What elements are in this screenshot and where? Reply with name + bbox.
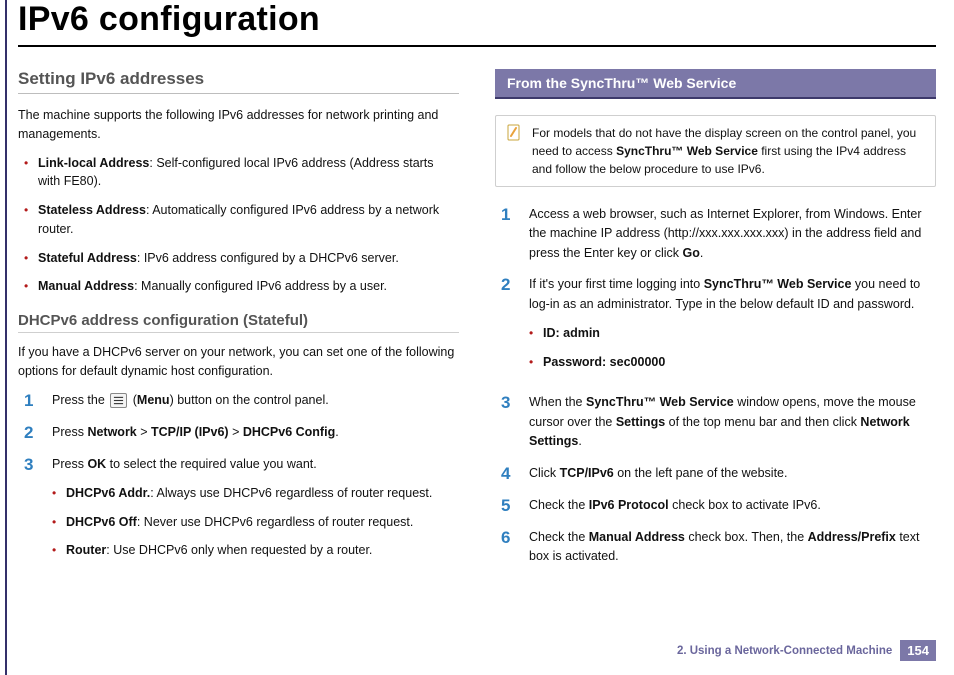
- step-item: 1 Press the (Menu) button on the control…: [24, 391, 459, 411]
- step-body: Press the (Menu) button on the control p…: [52, 391, 459, 410]
- step-number: 5: [501, 496, 515, 516]
- list-item: DHCPv6 Addr.: Always use DHCPv6 regardle…: [66, 484, 459, 503]
- intro-text: The machine supports the following IPv6 …: [18, 106, 459, 144]
- heading-dhcpv6: DHCPv6 address configuration (Stateful): [18, 312, 459, 333]
- step-body: Press Network > TCP/IP (IPv6) > DHCPv6 C…: [52, 423, 459, 442]
- heading-setting-ipv6: Setting IPv6 addresses: [18, 69, 459, 94]
- step-item: 2 If it's your first time logging into S…: [501, 275, 936, 381]
- note-box: For models that do not have the display …: [495, 115, 936, 187]
- list-item: Stateful Address: IPv6 address configure…: [38, 249, 459, 268]
- step-number: 4: [501, 464, 515, 484]
- step-number: 1: [501, 205, 515, 225]
- step-number: 1: [24, 391, 38, 411]
- step-body: Press OK to select the required value yo…: [52, 455, 459, 571]
- list-item: Link-local Address: Self-configured loca…: [38, 154, 459, 192]
- step-number: 3: [24, 455, 38, 475]
- step-item: 4 Click TCP/IPv6 on the left pane of the…: [501, 464, 936, 484]
- left-column: Setting IPv6 addresses The machine suppo…: [18, 69, 459, 582]
- step-item: 3 Press OK to select the required value …: [24, 455, 459, 571]
- step-number: 6: [501, 528, 515, 548]
- step-item: 5 Check the IPv6 Protocol check box to a…: [501, 496, 936, 516]
- dhcp-steps: 1 Press the (Menu) button on the control…: [18, 391, 459, 571]
- list-item: Router: Use DHCPv6 only when requested b…: [66, 541, 459, 560]
- page-number-badge: 154: [900, 640, 936, 661]
- section-bar-syncthru: From the SyncThru™ Web Service: [495, 69, 936, 99]
- step-number: 2: [24, 423, 38, 443]
- left-margin-rule: [5, 0, 7, 675]
- step-body: Check the IPv6 Protocol check box to act…: [529, 496, 936, 515]
- syncthru-steps: 1 Access a web browser, such as Internet…: [495, 205, 936, 566]
- address-type-list: Link-local Address: Self-configured loca…: [18, 154, 459, 297]
- step-number: 3: [501, 393, 515, 413]
- right-column: From the SyncThru™ Web Service For model…: [495, 69, 936, 582]
- dhcp-options: DHCPv6 Addr.: Always use DHCPv6 regardle…: [52, 484, 459, 560]
- list-item: Manual Address: Manually configured IPv6…: [38, 277, 459, 296]
- list-item: DHCPv6 Off: Never use DHCPv6 regardless …: [66, 513, 459, 532]
- step-body: Access a web browser, such as Internet E…: [529, 205, 936, 263]
- page-title: IPv6 configuration: [18, 0, 936, 39]
- step-number: 2: [501, 275, 515, 295]
- page-footer: 2. Using a Network-Connected Machine 154: [677, 640, 936, 661]
- list-item: Stateless Address: Automatically configu…: [38, 201, 459, 239]
- step-body: If it's your first time logging into Syn…: [529, 275, 936, 381]
- title-row: IPv6 configuration: [18, 0, 936, 47]
- menu-icon: [110, 393, 127, 408]
- step-body: Click TCP/IPv6 on the left pane of the w…: [529, 464, 936, 483]
- step-item: 3 When the SyncThru™ Web Service window …: [501, 393, 936, 451]
- step-item: 2 Press Network > TCP/IP (IPv6) > DHCPv6…: [24, 423, 459, 443]
- list-item: ID: admin: [543, 324, 936, 343]
- step-item: 6 Check the Manual Address check box. Th…: [501, 528, 936, 567]
- note-text: For models that do not have the display …: [532, 124, 925, 178]
- step-item: 1 Access a web browser, such as Internet…: [501, 205, 936, 263]
- step-body: Check the Manual Address check box. Then…: [529, 528, 936, 567]
- footer-chapter: 2. Using a Network-Connected Machine: [677, 645, 892, 657]
- dhcp-intro: If you have a DHCPv6 server on your netw…: [18, 343, 459, 381]
- step-body: When the SyncThru™ Web Service window op…: [529, 393, 936, 451]
- note-icon: [506, 124, 522, 142]
- list-item: Password: sec00000: [543, 353, 936, 372]
- credentials-list: ID: admin Password: sec00000: [529, 324, 936, 372]
